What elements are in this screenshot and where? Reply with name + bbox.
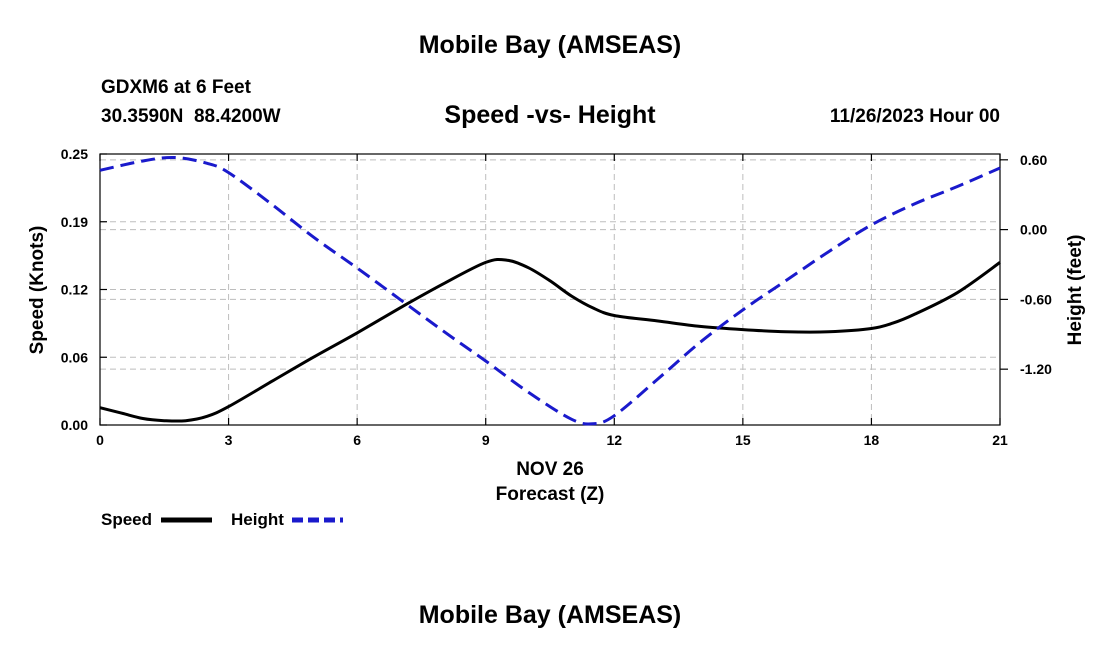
legend-height-label: Height [231,510,284,529]
y-axis-title: Speed (Knots) [27,226,48,355]
x-axis-date: NOV 26 [516,459,584,480]
axes: 0 3 6 9 12 15 18 21 0.00 0.06 0.12 0.19 0.25 0.60 0.00… [61,146,1052,448]
forecast-datetime: 11/26/2023 Hour 00 [829,106,1000,127]
speed-series-line [99,257,1001,423]
chart-subtitle: Speed -vs- Height [444,101,656,129]
x-tick-label: 3 [225,432,233,448]
y-tick-label: 0.12 [61,282,88,298]
x-tick-label: 0 [96,432,104,448]
x-tick-label: 6 [353,432,361,448]
legend-speed-label: Speed [101,510,153,529]
y2-tick-label: -1.20 [1020,361,1052,377]
station-coordinates: 30.3590N 88.4200W [101,106,281,127]
y-tick-label: 0.25 [61,146,88,162]
y-tick-label: 0.06 [61,349,88,365]
y2-tick-label: 0.60 [1020,152,1047,168]
data-series [99,155,1001,426]
y-tick-label: 0.00 [61,417,88,433]
y2-axis-title: Height (feet) [1065,235,1086,346]
x-tick-label: 12 [606,432,622,448]
x-tick-label: 21 [992,432,1008,448]
chart-footer-title: Mobile Bay (AMSEAS) [418,601,682,629]
chart-main-title: Mobile Bay (AMSEAS) [418,31,682,59]
height-series-line [99,155,1001,426]
x-tick-label: 9 [482,432,490,448]
x-tick-label: 18 [864,432,880,448]
y2-tick-label: 0.00 [1020,222,1047,238]
y2-tick-label: -0.60 [1020,291,1052,307]
station-name: GDXM6 at 6 Feet [101,77,251,98]
x-tick-label: 15 [735,432,751,448]
y-tick-label: 0.19 [61,214,88,230]
grid-lines [100,154,1000,425]
x-axis-title: Forecast (Z) [496,484,605,505]
